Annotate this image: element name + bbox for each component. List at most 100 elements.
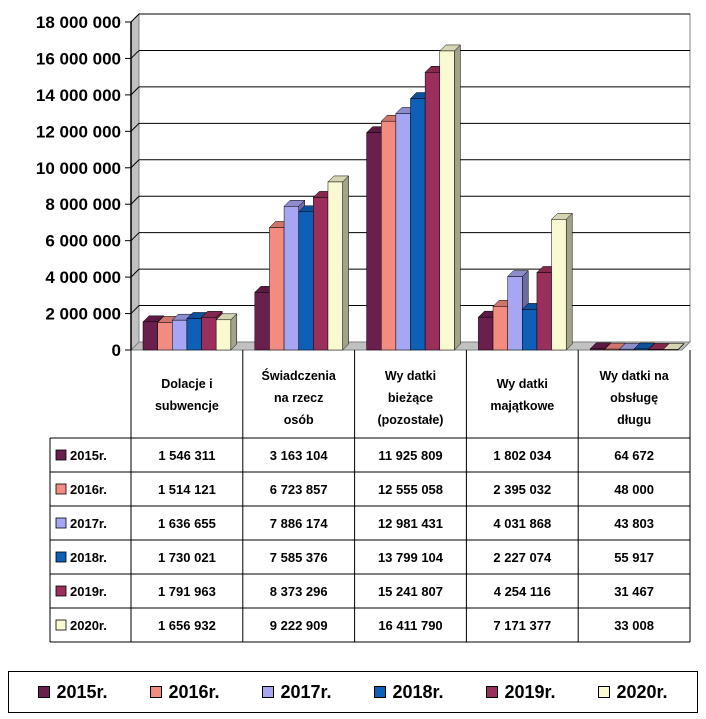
data-label: 1 636 655 [158,516,216,531]
bar [201,317,217,351]
legend-label-2019: 2019r. [504,681,556,702]
legend-item-2020: 2020r. [598,681,668,703]
data-label: 7 886 174 [270,516,329,531]
legend-swatch-2015 [38,686,51,698]
bar [536,272,552,351]
row-legend-label: 2020r. [70,618,107,633]
bar [395,113,411,351]
y-tick-label: 4 000 000 [45,268,121,287]
legend-swatch-2018 [374,686,387,698]
bar [492,306,508,351]
row-legend-label: 2019r. [70,584,107,599]
category-label: (pozostałe) [378,413,444,427]
gridline-diag [130,195,140,205]
gridline-diag [130,122,140,132]
y-tick-label: 14 000 000 [36,86,121,105]
category-label: obsługę [610,391,658,405]
legend-swatch-2017 [262,686,275,698]
y-tick-label: 16 000 000 [36,49,121,68]
legend-label-2016: 2016r. [168,681,220,702]
bar [298,211,314,351]
gridline-diag [130,268,140,278]
legend-swatch-2019 [486,686,499,698]
bar [633,348,649,351]
data-label: 4 254 116 [494,584,551,599]
legend-label-2020: 2020r. [616,681,668,702]
gridline-diag [130,13,140,23]
plot-side-wall [130,12,140,352]
data-label: 12 555 058 [378,482,443,497]
data-label: 13 799 104 [378,550,444,565]
category-label: subwencje [155,399,219,413]
bar [619,348,635,351]
data-label: 1 730 021 [158,550,216,565]
legend-item-2017: 2017r. [262,681,332,703]
y-tick-label: 18 000 000 [36,13,121,32]
data-label: 1 791 963 [158,584,216,599]
data-label: 6 723 857 [270,482,328,497]
row-legend-swatch [55,619,67,631]
bar [269,227,285,351]
row-legend-label: 2016r. [70,482,107,497]
y-tick-label: 0 [112,341,121,360]
data-label: 43 803 [614,516,654,531]
data-label: 2 227 074 [493,550,552,565]
bar [507,276,523,351]
data-label: 2 395 032 [493,482,551,497]
gridline-diag [130,50,140,59]
bar [186,318,202,351]
bar-side [565,212,573,351]
bar-side [342,175,349,351]
legend-item-2016: 2016r. [150,681,220,703]
data-label: 15 241 807 [378,584,443,599]
row-legend-label: 2017r. [70,516,107,531]
bar [380,120,397,351]
data-label: 1 546 311 [158,448,215,463]
data-label: 1 514 121 [158,482,216,497]
y-tick-label: 6 000 000 [45,232,121,251]
data-label: 9 222 909 [270,618,328,633]
row-legend-swatch [55,517,67,529]
data-label: 1 656 932 [158,618,216,633]
data-label: 3 163 104 [270,448,329,463]
category-label: osób [284,413,314,427]
legend-item-2019: 2019r. [486,681,556,703]
data-label: 12 981 431 [378,516,443,531]
category-label: bieżące [388,391,433,405]
data-label: 16 411 790 [378,618,442,633]
y-tick-label: 12 000 000 [36,122,121,141]
category-label: Dolacje i [161,377,212,391]
legend-swatch-2016 [150,686,163,698]
category-label: długu [617,413,651,427]
bar [254,292,270,351]
bar [604,348,620,351]
category-label: Wy datki [497,377,548,391]
bar [551,219,567,351]
legend-label-2018: 2018r. [392,681,444,702]
category-label: majątkowe [490,399,554,413]
bar [313,197,329,351]
row-legend-swatch [55,483,67,495]
y-tick-label: 10 000 000 [36,159,121,178]
gridline-diag [130,232,140,242]
bar [283,206,299,351]
data-label: 33 008 [614,618,654,633]
bar [663,349,679,351]
data-label: 4 031 868 [493,516,551,531]
legend-label-2015: 2015r. [56,681,108,702]
data-label: 64 672 [614,448,654,463]
data-label: 48 000 [614,482,654,497]
gridline-diag [130,159,140,169]
legend-label-2017: 2017r. [280,681,332,702]
y-tick-label: 2 000 000 [45,305,121,324]
bar [157,322,173,351]
row-legend-label: 2015r. [70,448,107,463]
bar-chart: 18 000 000 16 000 000 14 000 000 12 000 000… [36,12,692,643]
row-legend-swatch [55,449,67,461]
row-legend-swatch [55,585,67,597]
data-label: 1 802 034 [493,448,552,463]
legend-item-2018: 2018r. [374,681,444,703]
legend: 2015r. 2016r. 2017r. 2018r. 2019r. 2020r… [8,671,698,713]
data-label: 8 373 296 [270,584,328,599]
category-label: na rzecz [274,391,323,405]
